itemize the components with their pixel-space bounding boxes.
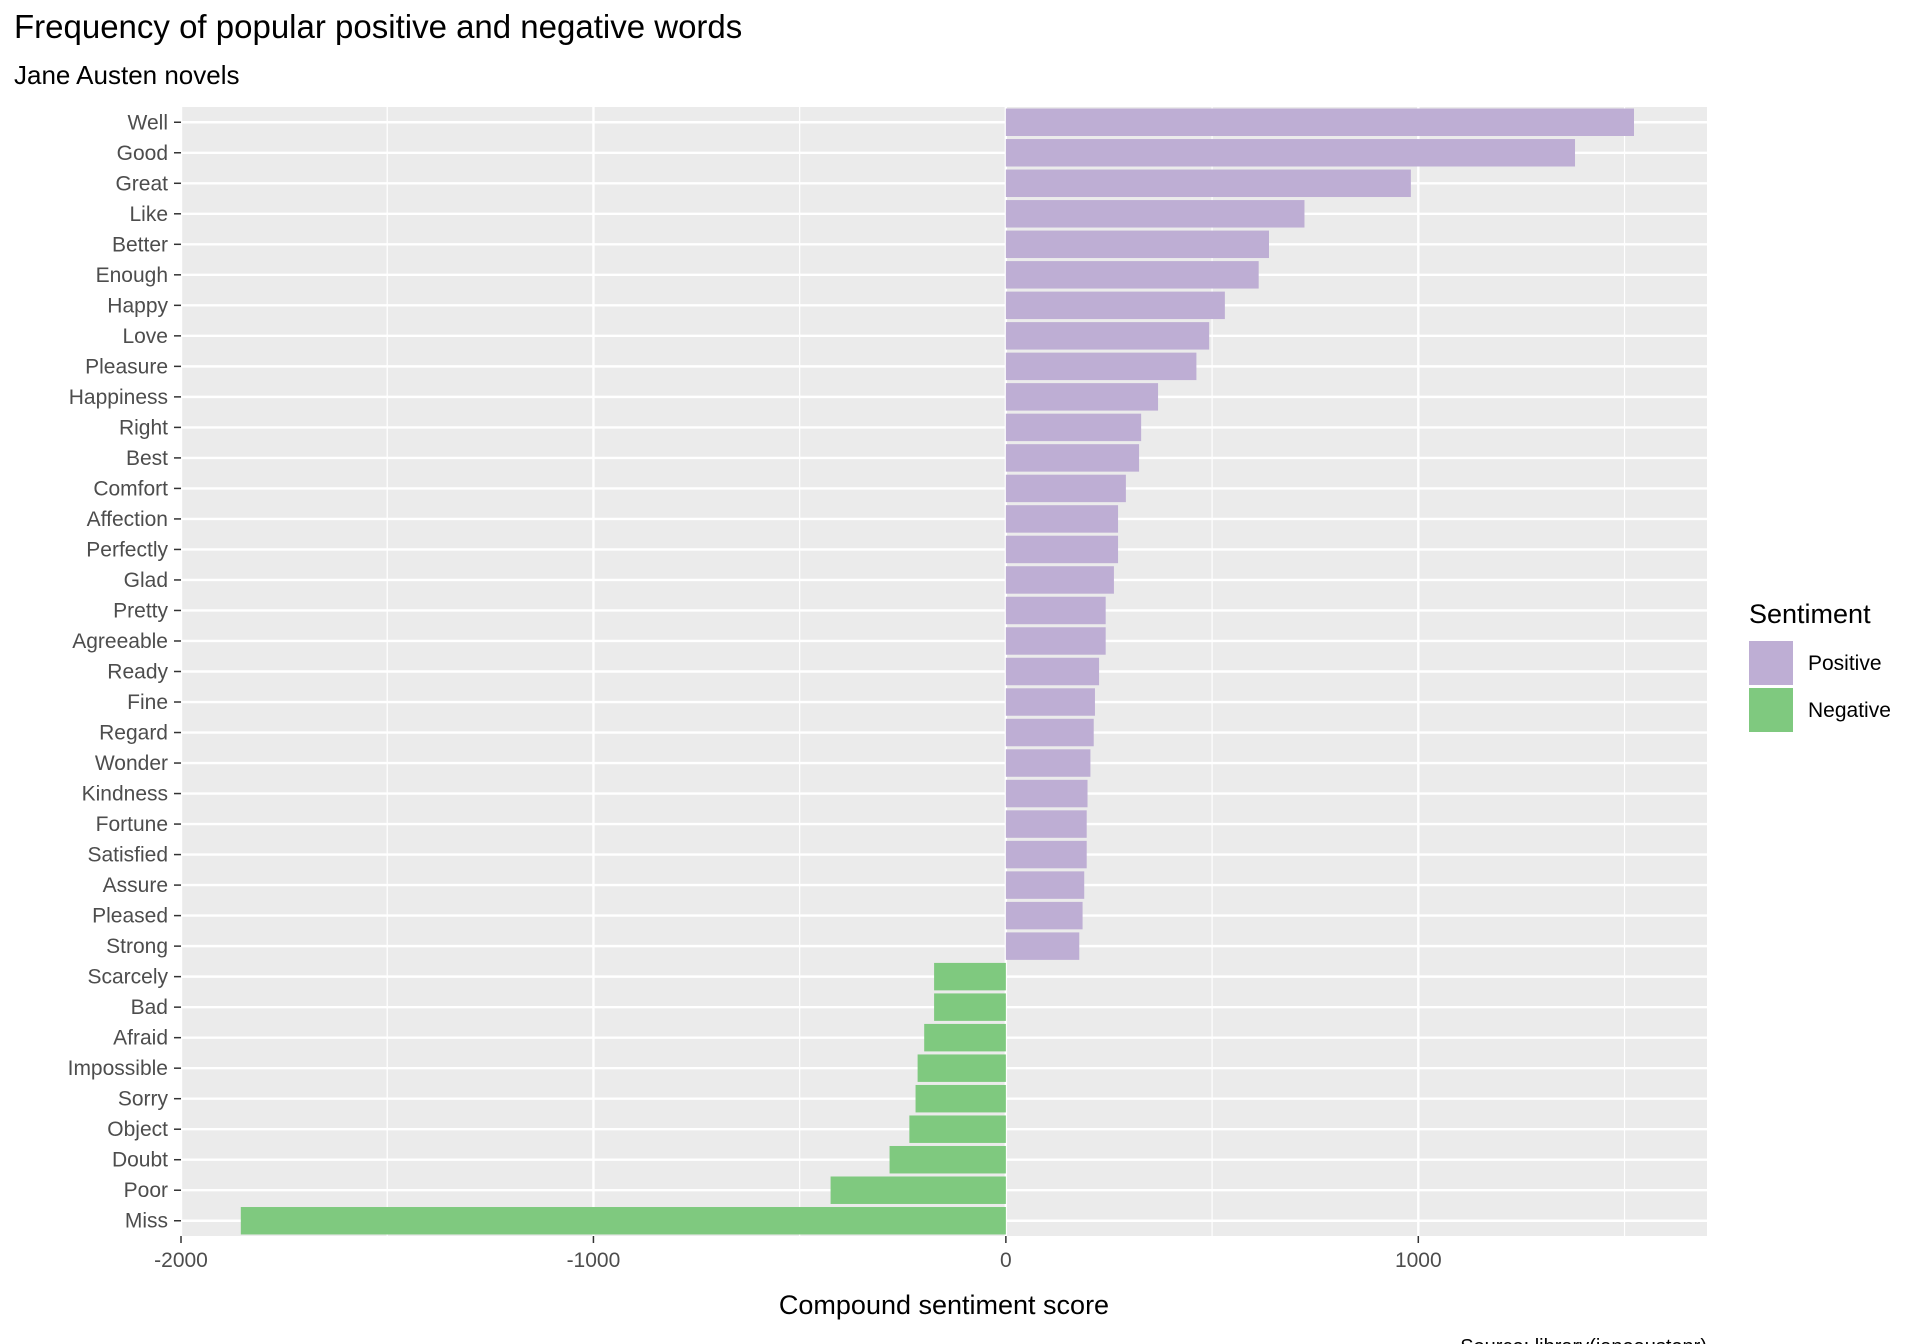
bar-agreeable xyxy=(1005,627,1106,655)
legend-swatch-positive xyxy=(1749,641,1793,685)
y-tick-label: Enough xyxy=(96,264,168,287)
y-tick-label: Wonder xyxy=(95,752,168,775)
y-axis: Well Good Great Like Better Enough Happy Love Pl… xyxy=(68,111,181,1233)
x-tick-label: -2000 xyxy=(154,1249,208,1272)
bar-pleasure xyxy=(1005,352,1197,381)
y-tick-label: Perfectly xyxy=(86,538,168,561)
y-tick-label: Happiness xyxy=(69,386,168,409)
bar-object xyxy=(909,1115,1006,1143)
y-tick-label: Object xyxy=(107,1118,168,1141)
y-tick-label: Satisfied xyxy=(87,844,168,867)
y-tick-label: Pretty xyxy=(113,599,168,622)
bar-pleased xyxy=(1005,901,1083,930)
bar-enough xyxy=(1005,261,1259,289)
bar-bad xyxy=(934,993,1006,1021)
y-tick-label: Poor xyxy=(124,1179,168,1202)
bar-glad xyxy=(1005,566,1114,594)
y-tick-label: Glad xyxy=(124,569,168,592)
y-tick-label: Fine xyxy=(127,691,168,714)
chart-title: Frequency of popular positive and negati… xyxy=(14,8,743,45)
bar-poor xyxy=(830,1176,1006,1204)
y-tick-label: Kindness xyxy=(82,783,168,806)
bar-satisfied xyxy=(1005,840,1087,869)
bar-best xyxy=(1005,444,1140,472)
y-tick-label: Like xyxy=(129,203,168,226)
x-axis-title: Compound sentiment score xyxy=(779,1290,1109,1320)
chart-subtitle: Jane Austen novels xyxy=(14,60,240,90)
y-tick-label: Right xyxy=(119,416,168,439)
bar-perfectly xyxy=(1005,535,1119,564)
bar-sorry xyxy=(915,1084,1006,1113)
y-tick-label: Agreeable xyxy=(72,630,168,653)
legend-label-negative: Negative xyxy=(1808,699,1891,722)
legend-swatch-negative xyxy=(1749,688,1793,732)
bar-impossible xyxy=(917,1054,1006,1082)
y-tick-label: Sorry xyxy=(118,1088,169,1111)
bar-doubt xyxy=(889,1145,1006,1174)
y-tick-label: Doubt xyxy=(112,1149,168,1172)
bar-afraid xyxy=(924,1023,1006,1052)
y-tick-label: Well xyxy=(128,111,168,134)
y-tick-label: Comfort xyxy=(93,477,168,500)
bar-good xyxy=(1005,139,1576,167)
y-tick-label: Great xyxy=(115,172,168,195)
y-tick-label: Bad xyxy=(131,996,168,1019)
y-tick-label: Strong xyxy=(106,935,168,958)
y-tick-label: Miss xyxy=(125,1210,168,1233)
y-tick-label: Affection xyxy=(87,508,168,531)
y-tick-label: Pleased xyxy=(92,905,168,928)
y-tick-label: Good xyxy=(117,142,168,165)
bar-kindness xyxy=(1005,779,1088,808)
bar-fortune xyxy=(1005,810,1087,838)
bar-regard xyxy=(1005,718,1094,747)
bar-comfort xyxy=(1005,474,1126,503)
bar-ready xyxy=(1005,657,1100,686)
y-tick-label: Fortune xyxy=(96,813,168,836)
bar-assure xyxy=(1005,871,1085,899)
y-tick-label: Impossible xyxy=(68,1057,168,1080)
caption: Source: library(janeaustenr) xyxy=(1460,1336,1707,1344)
bar-strong xyxy=(1005,932,1080,960)
legend: Sentiment Positive Negative xyxy=(1749,599,1891,732)
bar-better xyxy=(1005,230,1269,259)
bar-affection xyxy=(1005,505,1119,533)
y-tick-label: Assure xyxy=(103,874,168,897)
y-tick-label: Ready xyxy=(107,661,168,684)
bar-right xyxy=(1005,413,1142,442)
bar-wonder xyxy=(1005,749,1091,777)
bar-fine xyxy=(1005,688,1095,716)
x-tick-label: 1000 xyxy=(1395,1249,1442,1272)
y-tick-label: Love xyxy=(122,325,168,348)
bar-pretty xyxy=(1005,596,1106,625)
bar-happiness xyxy=(1005,383,1159,411)
bar-love xyxy=(1005,322,1210,350)
y-tick-label: Scarcely xyxy=(87,966,168,989)
legend-title: Sentiment xyxy=(1749,599,1871,629)
y-tick-label: Afraid xyxy=(113,1027,168,1050)
bar-scarcely xyxy=(934,962,1006,991)
bar-like xyxy=(1005,200,1305,228)
legend-label-positive: Positive xyxy=(1808,652,1882,675)
y-tick-label: Best xyxy=(126,447,168,470)
bar-happy xyxy=(1005,291,1225,320)
x-tick-label: 0 xyxy=(1000,1249,1012,1272)
x-axis: -2000 -1000 0 1000 xyxy=(154,1236,1442,1272)
bar-great xyxy=(1005,169,1411,198)
y-tick-label: Happy xyxy=(107,294,168,317)
bar-miss xyxy=(240,1207,1006,1235)
bars xyxy=(240,108,1634,1235)
y-tick-label: Pleasure xyxy=(85,355,168,378)
bar-well xyxy=(1005,108,1634,136)
y-tick-label: Regard xyxy=(99,722,168,745)
y-tick-label: Better xyxy=(112,233,168,256)
x-tick-label: -1000 xyxy=(567,1249,621,1272)
